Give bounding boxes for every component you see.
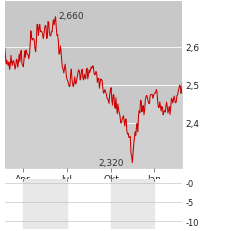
Bar	[111, 179, 154, 229]
Text: 2,660: 2,660	[58, 12, 84, 21]
Bar	[23, 179, 67, 229]
Text: 2,320: 2,320	[98, 158, 124, 167]
